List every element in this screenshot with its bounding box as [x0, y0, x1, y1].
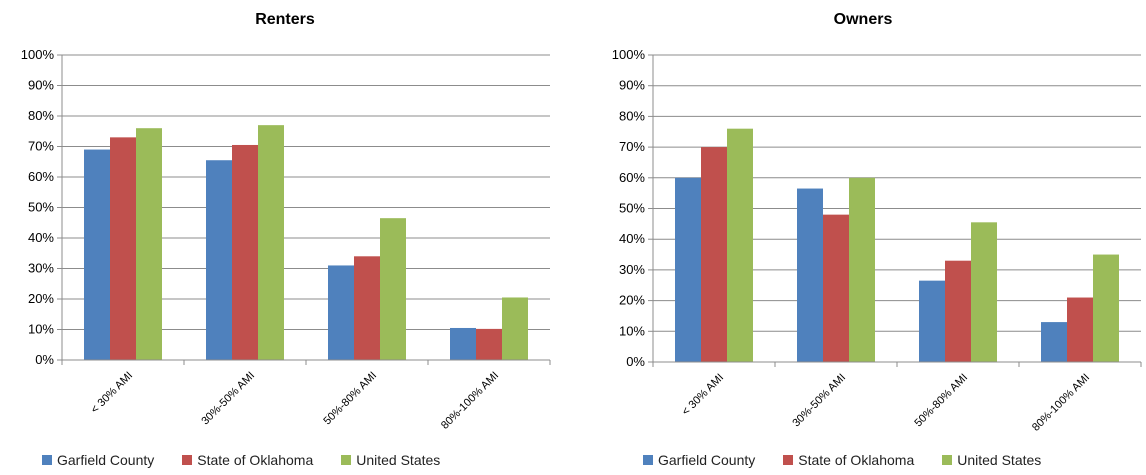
bar-garfield-county	[450, 327, 476, 360]
owners-legend: Garfield County State of Oklahoma United S…	[643, 452, 1041, 468]
bar-garfield-county	[919, 280, 945, 362]
bar-united-states	[502, 297, 528, 360]
bar-state-of-oklahoma	[945, 260, 971, 362]
owners-chart-panel: Owners 0% 10% 20% 30% 40% 50% 60% 70% 80% 90% 100% <…	[573, 0, 1146, 475]
bar-united-states	[1093, 254, 1119, 362]
y-tick-label: 10%	[28, 322, 54, 337]
legend-item: United States	[942, 452, 1041, 468]
x-tick-label: 80%-100% AMI	[1030, 372, 1092, 434]
legend-item: Garfield County	[643, 452, 755, 468]
y-tick-label: 20%	[28, 291, 54, 306]
y-tick-label: 30%	[619, 262, 645, 277]
bar-united-states	[380, 218, 406, 360]
x-tick-label: 80%-100% AMI	[439, 370, 501, 432]
legend-swatch	[182, 455, 193, 465]
y-tick-label: 0%	[626, 354, 645, 369]
renters-chart-panel: Renters 0% 10% 20% 30% 40% 50% 60% 70% 80% 90% 100%…	[21, 11, 551, 468]
y-tick-label: 50%	[28, 200, 54, 215]
legend-label: United States	[957, 452, 1042, 468]
legend-label: Garfield County	[658, 452, 756, 468]
y-tick-label: 90%	[28, 78, 54, 93]
y-tick-label: 70%	[28, 139, 54, 154]
chart-title: Owners	[834, 11, 893, 28]
bar-garfield-county	[328, 265, 354, 360]
legend-swatch	[341, 455, 352, 465]
y-tick-label: 80%	[28, 108, 54, 123]
chart-title: Renters	[255, 11, 315, 28]
bar-garfield-county	[206, 160, 232, 360]
bar-garfield-county	[675, 177, 701, 362]
bar-united-states	[136, 128, 162, 360]
bar-state-of-oklahoma	[823, 214, 849, 362]
y-tick-label: 100%	[612, 47, 646, 62]
x-tick-label: < 30% AMI	[680, 372, 726, 418]
legend-item: State of Oklahoma	[182, 452, 313, 468]
bar-state-of-oklahoma	[1067, 297, 1093, 362]
bar-united-states	[258, 125, 284, 361]
y-tick-label: 10%	[619, 323, 645, 338]
bar-state-of-oklahoma	[110, 137, 136, 360]
bar-united-states	[971, 222, 997, 362]
legend-swatch	[42, 455, 52, 465]
x-tick-label: 30%-50% AMI	[790, 372, 848, 430]
legend-item: State of Oklahoma	[783, 452, 914, 468]
x-tick-label: < 30% AMI	[89, 370, 135, 416]
renters-chart: Renters 0% 10% 20% 30% 40% 50% 60% 70% 80% 90% 100%…	[21, 11, 551, 432]
legend-swatch	[643, 455, 653, 465]
legend-label: Garfield County	[57, 452, 155, 468]
legend-label: United States	[356, 452, 441, 468]
legend-label: State of Oklahoma	[798, 452, 915, 468]
y-tick-label: 30%	[28, 261, 54, 276]
bar-united-states	[727, 128, 753, 362]
y-tick-label: 90%	[619, 78, 645, 93]
owners-chart: Owners 0% 10% 20% 30% 40% 50% 60% 70% 80% 90% 100% <…	[612, 11, 1142, 434]
x-tick-label: 50%-80% AMI	[912, 372, 970, 430]
legend-label: State of Oklahoma	[197, 452, 314, 468]
bar-state-of-oklahoma	[232, 144, 258, 360]
bar-state-of-oklahoma	[701, 147, 727, 362]
y-tick-label: 60%	[619, 170, 645, 185]
y-tick-label: 70%	[619, 139, 645, 154]
bar-garfield-county	[84, 149, 110, 360]
x-tick-label: 50%-80% AMI	[321, 370, 379, 428]
bar-garfield-county	[1041, 322, 1067, 362]
renters-legend: Garfield County State of Oklahoma United S…	[42, 452, 440, 468]
y-tick-label: 80%	[619, 108, 645, 123]
y-tick-label: 40%	[28, 230, 54, 245]
legend-item: United States	[341, 452, 440, 468]
legend-swatch	[783, 455, 794, 465]
bar-united-states	[849, 177, 875, 362]
y-tick-label: 50%	[619, 201, 645, 216]
bar-garfield-county	[797, 188, 823, 362]
x-tick-label: 30%-50% AMI	[199, 370, 257, 428]
bar-state-of-oklahoma	[476, 328, 502, 360]
y-tick-label: 60%	[28, 169, 54, 184]
y-tick-label: 20%	[619, 293, 645, 308]
y-tick-label: 100%	[21, 47, 55, 62]
bar-state-of-oklahoma	[354, 256, 380, 360]
legend-item: Garfield County	[42, 452, 154, 468]
y-tick-label: 0%	[35, 352, 54, 367]
legend-swatch	[942, 455, 953, 465]
y-tick-label: 40%	[619, 231, 645, 246]
